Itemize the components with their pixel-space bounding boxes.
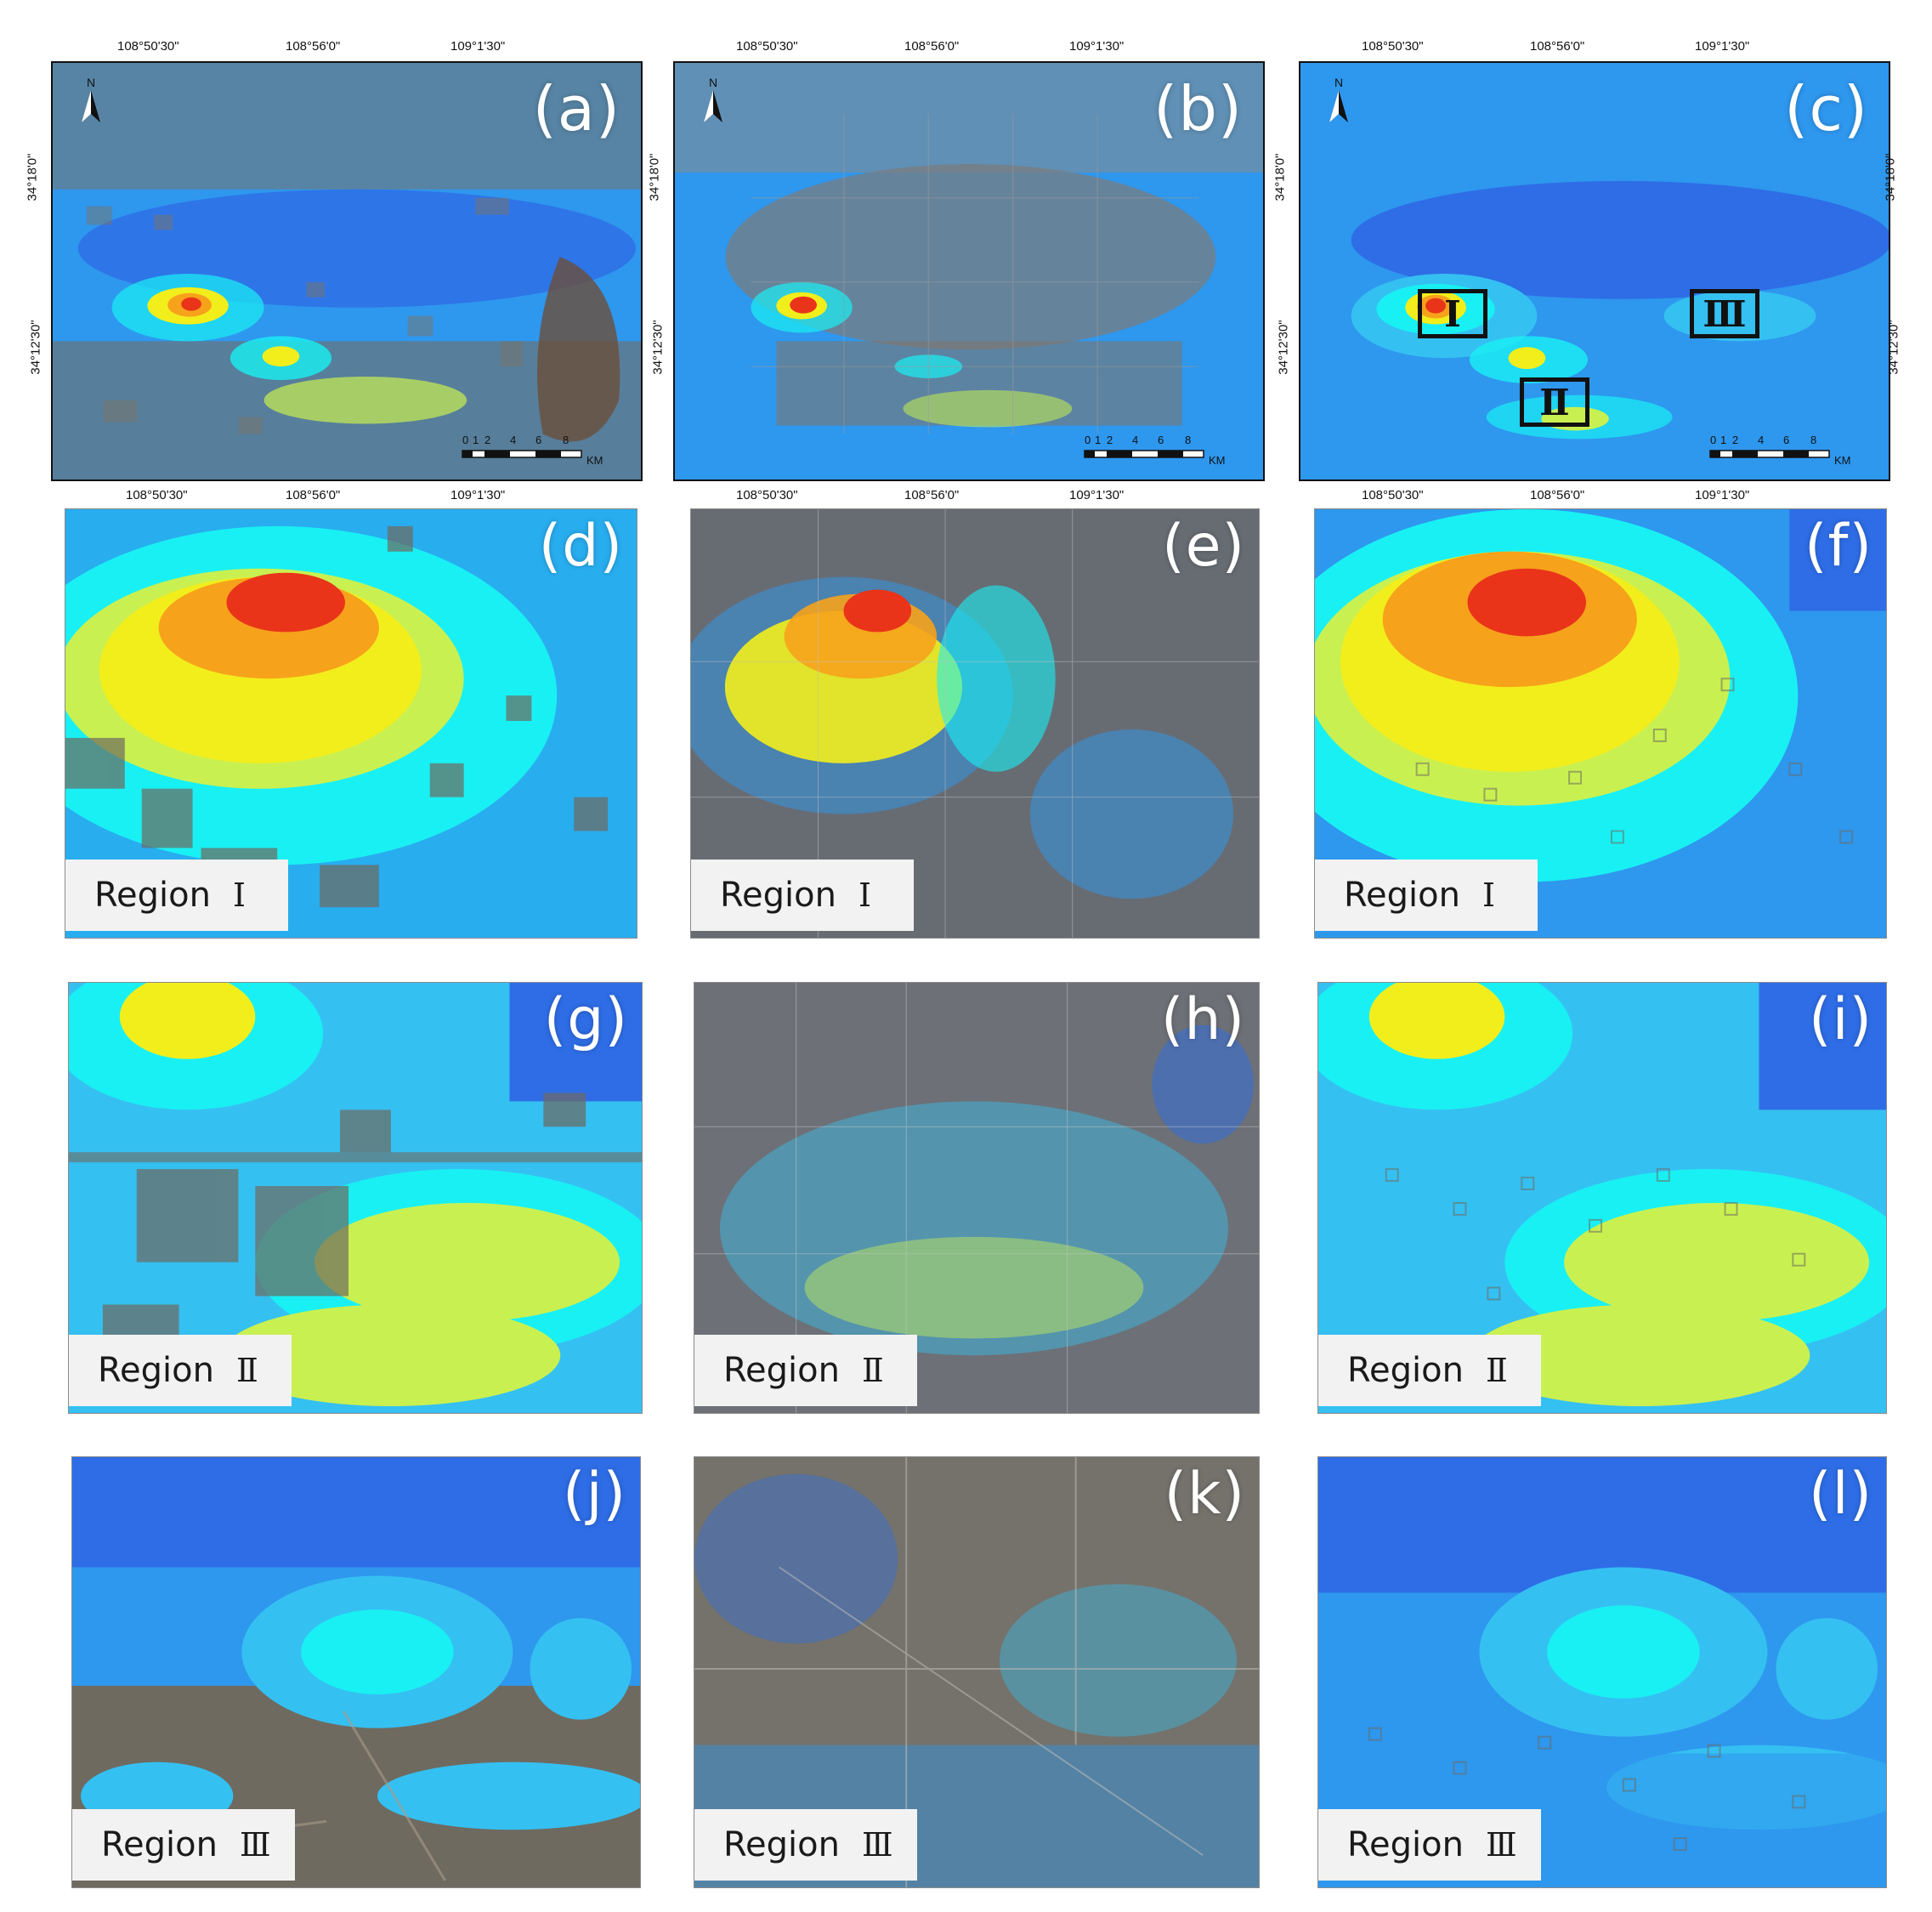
inset-label-j: (j) [563, 1461, 626, 1528]
lat-label: 34°12'30" [650, 320, 666, 375]
lat-label: 34°18'0" [647, 153, 662, 201]
lat-label: 34°12'30" [1886, 320, 1901, 375]
north-arrow-icon: N [1326, 75, 1351, 126]
lon-label-top: 109°1'30" [1695, 39, 1750, 54]
svg-text:0: 0 [462, 434, 468, 446]
lon-label-bottom: 108°56'0" [1530, 488, 1585, 502]
lat-label: 34°18'0" [25, 153, 40, 201]
inset-label-i: (i) [1809, 986, 1873, 1053]
inset-panel-h: (h) Region Ⅱ [694, 982, 1260, 1414]
lon-label-bottom: 108°56'0" [286, 488, 341, 502]
inset-panel-j: (j) Region Ⅲ [71, 1456, 641, 1888]
lon-label-top: 108°56'0" [1530, 39, 1585, 54]
lon-label-top: 108°56'0" [904, 39, 960, 54]
inset-label-k: (k) [1164, 1461, 1245, 1528]
study-region-box-2: Ⅱ [1520, 377, 1589, 427]
svg-text:2: 2 [1107, 434, 1113, 446]
inset-panel-d: (d) Region Ⅰ [65, 508, 637, 939]
region-label: Region Ⅰ [65, 860, 288, 931]
deformation-map-a [53, 63, 641, 479]
map-panel-c: N (c) Ⅰ Ⅱ Ⅲ 0 1 2 4 6 8 KM [1299, 61, 1890, 481]
inset-panel-f: (f) Region Ⅰ [1314, 508, 1887, 939]
svg-text:4: 4 [1758, 434, 1764, 446]
inset-panel-e: (e) Region Ⅰ [690, 508, 1260, 939]
svg-text:6: 6 [1158, 434, 1164, 446]
svg-text:1: 1 [1720, 434, 1726, 446]
svg-text:N: N [1334, 76, 1343, 89]
lon-label-bottom: 109°1'30" [450, 488, 506, 502]
svg-text:6: 6 [1783, 434, 1789, 446]
inset-panel-l: (l) Region Ⅲ [1317, 1456, 1887, 1888]
svg-text:1: 1 [1095, 434, 1101, 446]
panel-label-a: (a) [532, 73, 620, 145]
svg-text:4: 4 [1132, 434, 1138, 446]
svg-text:1: 1 [473, 434, 479, 446]
lon-label-bottom: 108°50'30" [736, 488, 798, 502]
lon-label-top: 108°50'30" [1362, 39, 1424, 54]
lon-label-top: 108°50'30" [736, 39, 798, 54]
lon-label-top: 109°1'30" [1069, 39, 1125, 54]
svg-text:N: N [87, 76, 95, 89]
study-region-box-3: Ⅲ [1690, 289, 1759, 338]
lon-label-bottom: 108°56'0" [904, 488, 960, 502]
svg-text:4: 4 [510, 434, 516, 446]
panel-label-b: (b) [1153, 73, 1243, 145]
scale-bar: 0 1 2 4 6 8 KM [459, 432, 620, 468]
svg-text:0: 0 [1085, 434, 1091, 446]
north-arrow-icon: N [700, 75, 726, 126]
svg-text:8: 8 [1185, 434, 1191, 446]
lon-label-bottom: 109°1'30" [1069, 488, 1125, 502]
region-label: Region Ⅱ [694, 1335, 917, 1406]
lon-label-top: 108°50'30" [117, 39, 179, 54]
scale-bar: 0 1 2 4 6 8 KM [1707, 432, 1868, 468]
inset-label-g: (g) [543, 986, 628, 1053]
region-label: Region Ⅲ [1318, 1809, 1541, 1881]
svg-text:0: 0 [1710, 434, 1716, 446]
region-label: Region Ⅱ [1318, 1335, 1541, 1406]
study-region-box-1: Ⅰ [1418, 289, 1487, 338]
svg-text:N: N [709, 76, 717, 89]
region-label: Region Ⅲ [694, 1809, 917, 1881]
region-label: Region Ⅱ [69, 1335, 292, 1406]
lon-label-bottom: 109°1'30" [1695, 488, 1750, 502]
lat-label: 34°18'0" [1883, 153, 1898, 201]
svg-text:KM: KM [1209, 454, 1226, 467]
svg-text:8: 8 [563, 434, 569, 446]
deformation-map-b [675, 63, 1263, 479]
lon-label-bottom: 108°50'30" [1362, 488, 1424, 502]
north-arrow-icon: N [78, 75, 104, 126]
svg-text:8: 8 [1810, 434, 1816, 446]
inset-label-d: (d) [538, 513, 623, 580]
svg-text:2: 2 [1732, 434, 1738, 446]
panel-label-c: (c) [1784, 73, 1868, 145]
inset-label-f: (f) [1805, 513, 1873, 580]
lon-label-top: 109°1'30" [450, 39, 506, 54]
scale-bar: 0 1 2 4 6 8 KM [1081, 432, 1243, 468]
inset-label-e: (e) [1162, 513, 1245, 580]
inset-label-h: (h) [1160, 986, 1245, 1053]
lat-label: 34°18'0" [1272, 153, 1288, 201]
lon-label-bottom: 108°50'30" [126, 488, 188, 502]
map-panel-a: N (a) 0 1 2 4 6 8 KM [51, 61, 643, 481]
inset-label-l: (l) [1809, 1461, 1873, 1528]
svg-text:KM: KM [1834, 454, 1851, 467]
map-panel-b: N (b) 0 1 2 4 6 8 KM [673, 61, 1265, 481]
inset-panel-i: (i) Region Ⅱ [1317, 982, 1887, 1414]
inset-panel-g: (g) Region Ⅱ [68, 982, 643, 1414]
svg-text:KM: KM [586, 454, 603, 467]
svg-text:2: 2 [484, 434, 490, 446]
lon-label-top: 108°56'0" [286, 39, 341, 54]
region-label: Region Ⅰ [691, 860, 914, 931]
lat-label: 34°12'30" [28, 320, 43, 375]
region-label: Region Ⅰ [1315, 860, 1538, 931]
lat-label: 34°12'30" [1276, 320, 1291, 375]
svg-text:6: 6 [535, 434, 541, 446]
region-label: Region Ⅲ [72, 1809, 295, 1881]
inset-panel-k: (k) Region Ⅲ [694, 1456, 1260, 1888]
